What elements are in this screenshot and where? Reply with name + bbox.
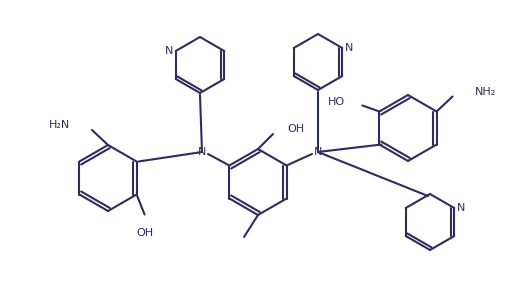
Text: N: N [165,46,173,56]
Text: OH: OH [136,227,153,237]
Text: N: N [345,43,354,53]
Text: N: N [457,203,466,213]
Text: NH₂: NH₂ [475,87,496,97]
Text: N: N [314,147,322,157]
Text: N: N [198,147,206,157]
Text: OH: OH [287,124,304,134]
Text: H₂N: H₂N [49,120,70,130]
Text: HO: HO [329,97,345,106]
